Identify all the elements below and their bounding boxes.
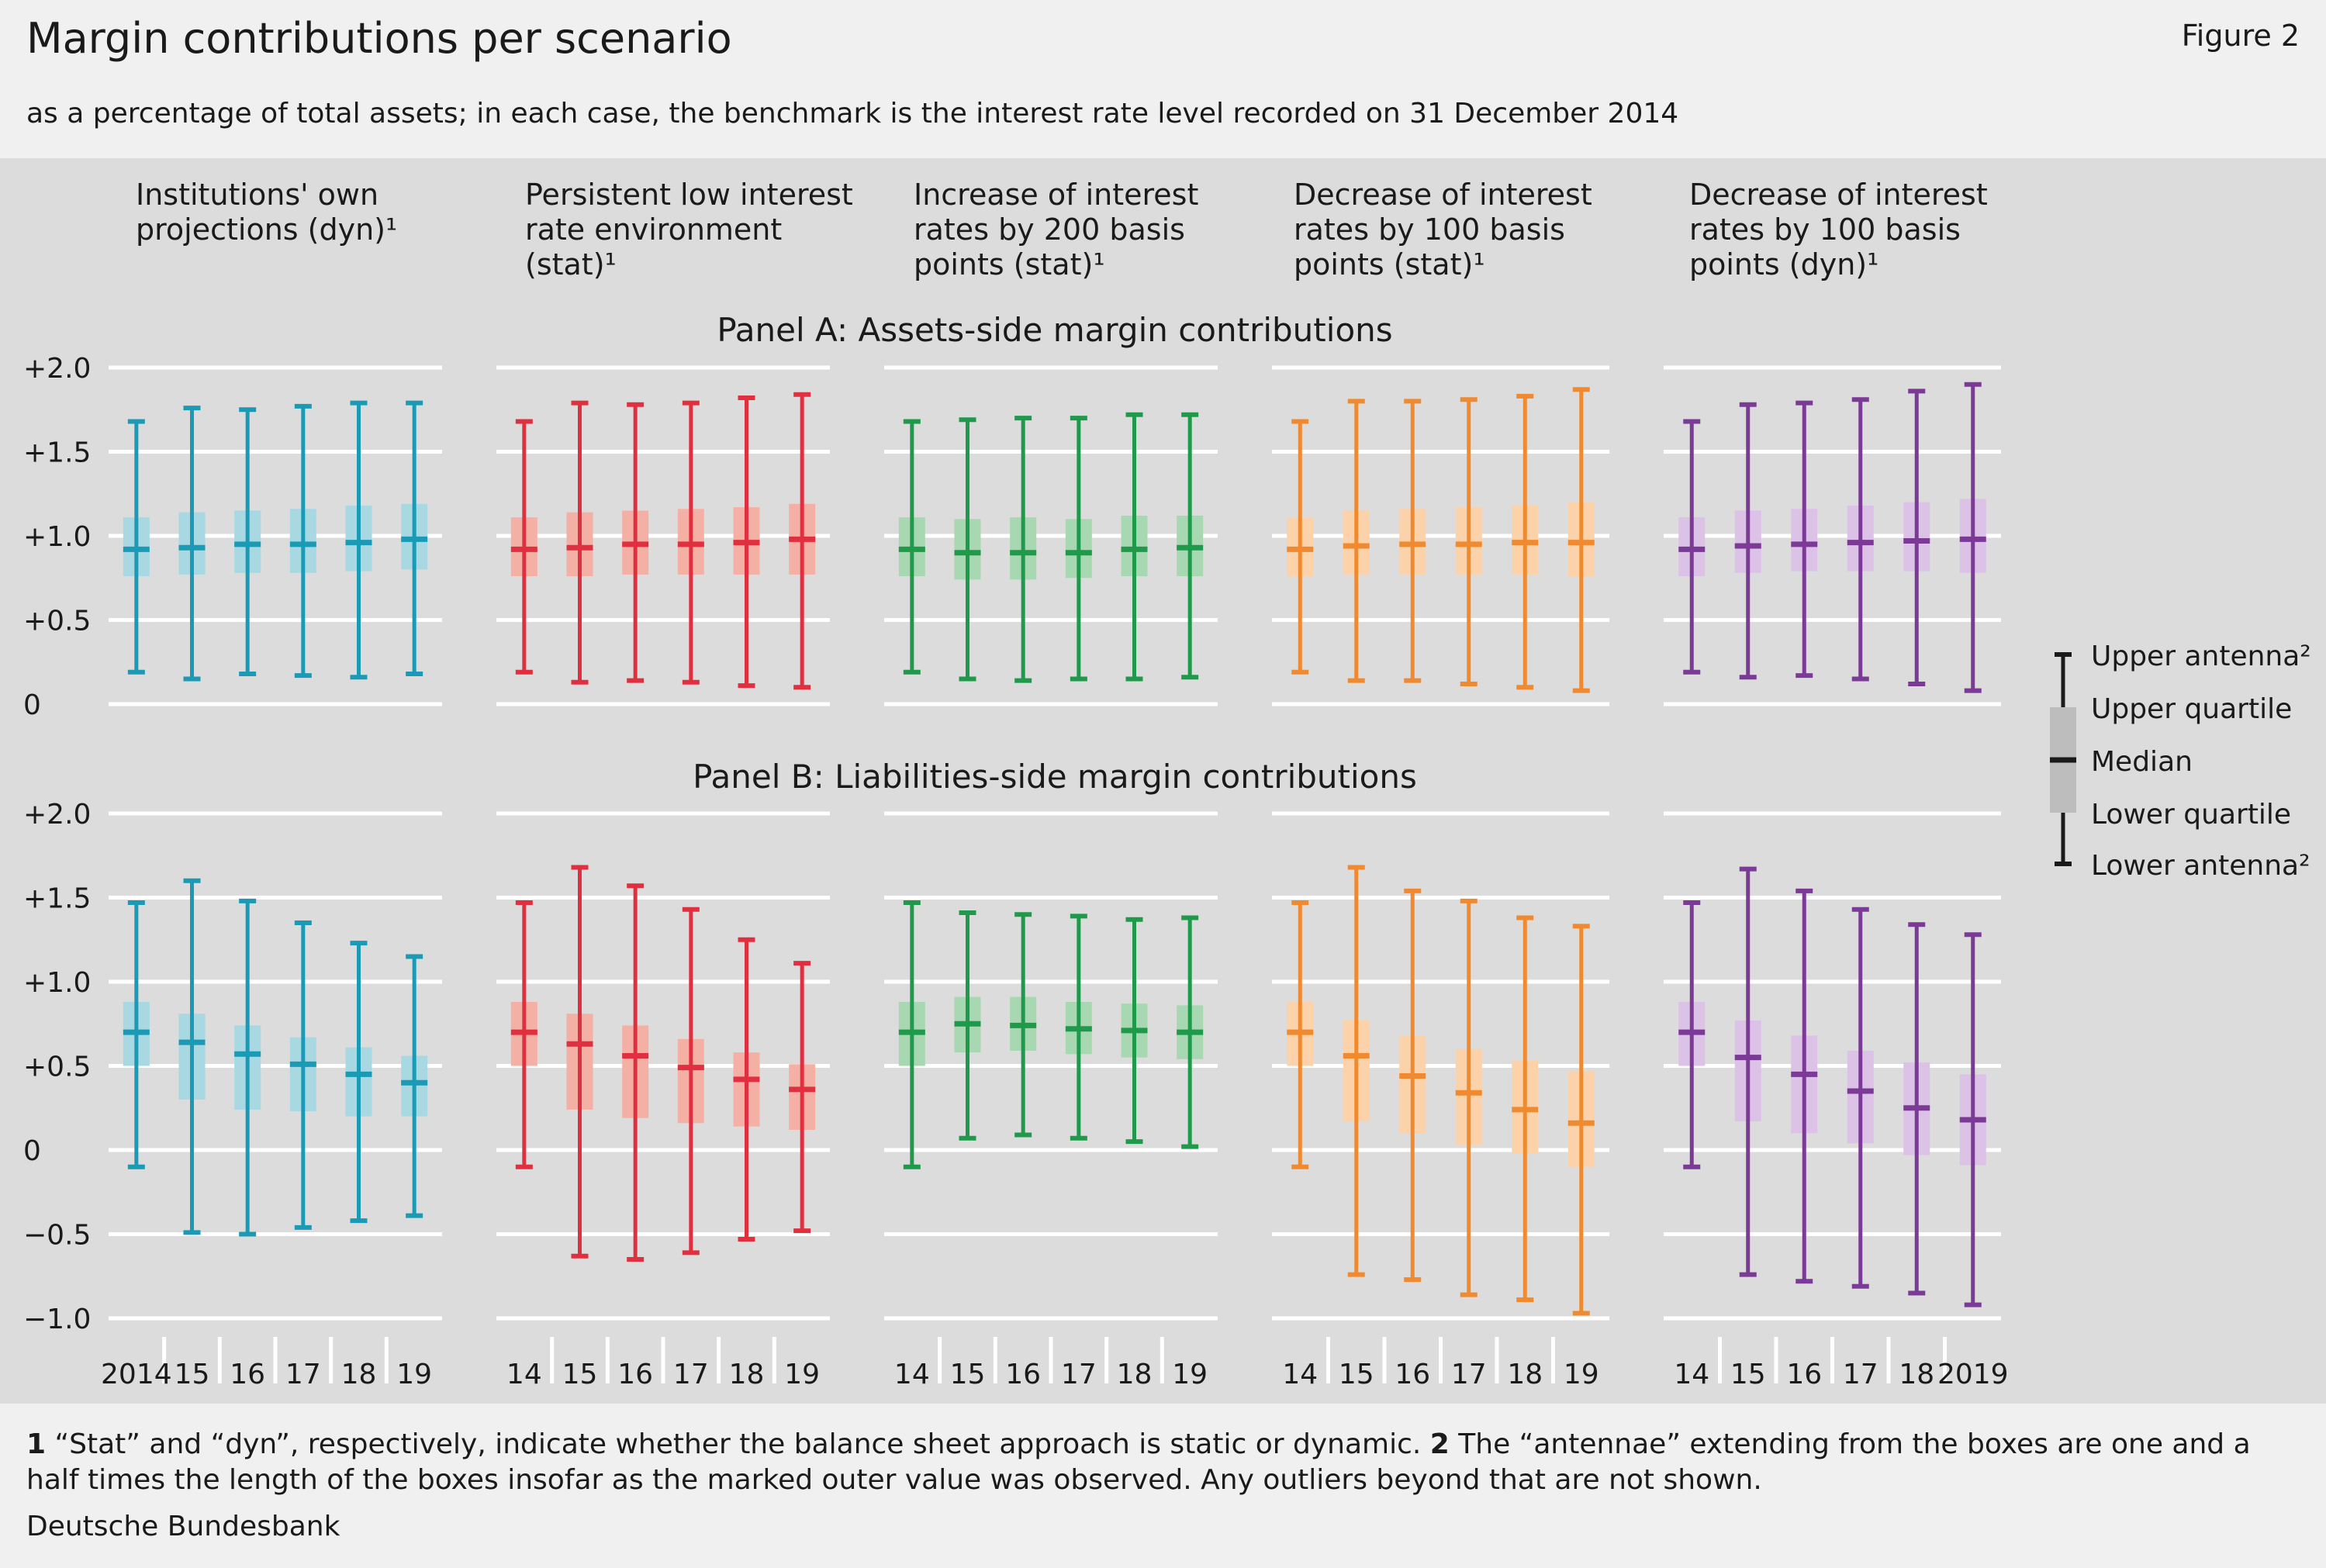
scenario-title-line: Decrease of interest: [1689, 178, 1988, 212]
scenario-title-line: points (stat)¹: [914, 247, 1105, 281]
scenario-title-line: Increase of interest: [914, 178, 1198, 212]
scenario-title-line: rate environment: [525, 212, 782, 247]
y-tick-label: 0: [23, 689, 41, 721]
footnote-2-text: The “antennae” extending from the boxes …: [26, 1428, 2251, 1496]
scenario-title-2: Persistent low interest rate environment(…: [525, 178, 853, 281]
x-tick-label: 16: [1786, 1359, 1822, 1390]
scenario-title-4: Decrease of interest rates by 100 basis po…: [1294, 178, 1592, 281]
chart-subtitle: as a percentage of total assets; in each…: [26, 98, 1679, 130]
x-tick-label: 18: [341, 1359, 377, 1390]
chart-title: Margin contributions per scenario: [26, 14, 732, 63]
y-tick-label: −1.0: [23, 1304, 91, 1335]
y-tick-label: +0.5: [23, 1052, 91, 1083]
chart-area: Institutions' own projections (dyn)¹ Persi…: [0, 158, 2326, 1404]
x-tick-label: 17: [285, 1359, 321, 1390]
x-tick-label: 15: [1730, 1359, 1766, 1390]
scenario-title-line: (stat)¹: [525, 247, 617, 281]
legend-upper-antenna: Upper antenna²: [2091, 641, 2311, 672]
scenario-title-line: Persistent low interest: [525, 178, 853, 212]
header: Margin contributions per scenario Figure…: [0, 0, 2326, 152]
scenario-title-line: rates by 100 basis: [1294, 212, 1565, 247]
panel-title-b: Panel B: Liabilities-side margin contrib…: [693, 758, 1417, 796]
x-tick-label: 19: [1172, 1359, 1208, 1390]
x-tick-label: 19: [784, 1359, 820, 1390]
x-tick-label: 17: [1843, 1359, 1878, 1390]
x-tick-label: 18: [1117, 1359, 1153, 1390]
x-tick-label: 15: [1339, 1359, 1374, 1390]
legend-lower-antenna: Lower antenna²: [2091, 850, 2310, 882]
scenario-title-line: Decrease of interest: [1294, 178, 1592, 212]
footnote-2-number: 2: [1429, 1428, 1450, 1460]
footnote-1-number: 1: [26, 1428, 47, 1460]
x-tick-label: 17: [1451, 1359, 1487, 1390]
y-tick-label: +1.5: [23, 437, 91, 469]
x-tick-label: 14: [894, 1359, 930, 1390]
y-tick-label: −0.5: [23, 1220, 91, 1252]
x-tick-label: 16: [1005, 1359, 1041, 1390]
x-tick-label: 19: [1564, 1359, 1599, 1390]
x-tick-label: 14: [506, 1359, 542, 1390]
x-tick-label: 18: [1899, 1359, 1934, 1390]
scenario-title-line: points (dyn)¹: [1689, 247, 1878, 281]
x-tick-label: 16: [617, 1359, 653, 1390]
footnote-1-text: “Stat” and “dyn”, respectively, indicate…: [46, 1428, 1430, 1460]
x-tick-label: 14: [1282, 1359, 1318, 1390]
legend-upper-quartile: Upper quartile: [2091, 693, 2292, 725]
x-tick-label: 2019: [1937, 1359, 2009, 1390]
legend-lower-quartile: Lower quartile: [2091, 799, 2291, 831]
x-tick-label: 18: [1507, 1359, 1543, 1390]
x-tick-label: 16: [1395, 1359, 1430, 1390]
x-tick-label: 19: [396, 1359, 432, 1390]
y-tick-label: +0.5: [23, 606, 91, 637]
x-tick-label: 15: [950, 1359, 986, 1390]
scenario-title-3: Increase of interest rates by 200 basis po…: [914, 178, 1198, 281]
source-label: Deutsche Bundesbank: [26, 1511, 340, 1542]
legend-median-label: Median: [2091, 746, 2193, 778]
x-tick-label: 18: [729, 1359, 765, 1390]
x-tick-label: 14: [1674, 1359, 1709, 1390]
x-tick-label: 17: [673, 1359, 709, 1390]
y-tick-label: +1.0: [23, 967, 91, 999]
y-tick-label: +1.5: [23, 883, 91, 915]
y-tick-label: +2.0: [23, 799, 91, 831]
scenario-title-line: projections (dyn)¹: [136, 212, 397, 247]
panel-title-a: Panel A: Assets-side margin contribution…: [717, 311, 1392, 349]
x-tick-label: 16: [230, 1359, 265, 1390]
scenario-title-1: Institutions' own projections (dyn)¹: [136, 178, 397, 247]
x-tick-label: 17: [1061, 1359, 1097, 1390]
footnote: 1 “Stat” and “dyn”, respectively, indica…: [26, 1427, 2299, 1498]
scenario-title-line: rates by 100 basis: [1689, 212, 1961, 247]
y-tick-label: +2.0: [23, 353, 91, 385]
figure-label: Figure 2: [2181, 19, 2300, 53]
x-tick-label: 2014: [101, 1359, 172, 1390]
scenario-title-line: points (stat)¹: [1294, 247, 1485, 281]
scenario-title-5: Decrease of interest rates by 100 basis po…: [1689, 178, 1988, 281]
y-tick-label: +1.0: [23, 521, 91, 553]
y-tick-label: 0: [23, 1135, 41, 1167]
scenario-title-line: rates by 200 basis: [914, 212, 1185, 247]
scenario-title-line: Institutions' own: [136, 178, 378, 212]
footer: 1 “Stat” and “dyn”, respectively, indica…: [0, 1413, 2326, 1568]
boxplot-chart: Institutions' own projections (dyn)¹ Persi…: [23, 178, 2311, 1390]
x-tick-label: 15: [562, 1359, 598, 1390]
x-tick-label: 15: [175, 1359, 210, 1390]
